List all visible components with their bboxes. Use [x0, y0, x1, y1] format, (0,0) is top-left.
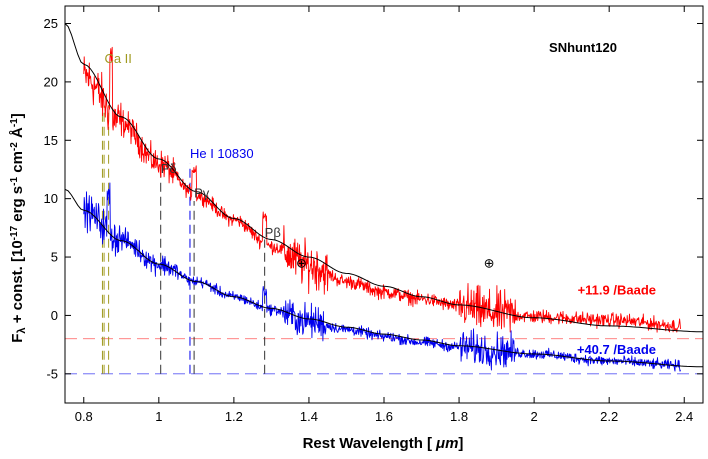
line-marker-label-6: Pγ	[194, 185, 210, 200]
line-marker-label-5: He I 10830	[190, 146, 254, 161]
y-tick-label-7: 25	[44, 16, 58, 31]
spectra	[83, 46, 681, 372]
series-label-1: +11.9 /Baade	[578, 282, 656, 297]
x-axis-title-unit: μm	[435, 435, 458, 452]
x-axis-ticks: 0.8 1 1.2 1.4 1.6 1.8 2 2.2 2.4	[75, 6, 693, 424]
x-tick-label-2: 1	[155, 409, 162, 424]
zero-levels	[65, 338, 703, 375]
x-tick-label-3: 1.2	[225, 409, 243, 424]
x-tick-label-9: 2.4	[675, 409, 693, 424]
y-tick-label-2: 0	[51, 308, 58, 323]
annotations: SNhunt120 Ca II Pδ He I 10830 Pγ Pβ ⊕ ⊕ +11.9 /B…	[104, 40, 656, 357]
x-axis-title-main: Rest Wavelength [	[303, 435, 432, 452]
telluric-symbol-1: ⊕	[296, 256, 307, 271]
x-tick-label-7: 2	[531, 409, 538, 424]
telluric-symbol-2: ⊕	[484, 256, 495, 271]
y-axis-title-end: ]	[9, 113, 26, 118]
line-marker-label-7: Pβ	[265, 225, 281, 240]
y-axis-title-sub: λ	[16, 327, 28, 333]
y-axis-ticks: -5 0 5 10 15 20 25	[44, 16, 703, 381]
x-tick-label-5: 1.6	[375, 409, 393, 424]
spectrum-series-1	[83, 46, 681, 333]
y-tick-label-5: 15	[44, 133, 58, 148]
line-marker-label-1: Ca II	[104, 51, 131, 66]
y-axis-title-exp2: -1	[9, 177, 20, 186]
y-axis-title-exp1: -17	[9, 225, 20, 240]
chart-title: SNhunt120	[549, 40, 617, 55]
model-fit-2	[64, 188, 703, 368]
y-axis-title-rest: + const. [10	[9, 240, 26, 327]
y-axis-title: Fλ + const. [10-17 erg s-1 cm-2 Å-1]	[9, 113, 29, 342]
y-tick-label-6: 20	[44, 74, 58, 89]
model-fit-1	[64, 23, 703, 333]
y-tick-label-3: 5	[51, 250, 58, 265]
y-axis-title-main: F	[9, 334, 26, 343]
x-tick-label-1: 0.8	[75, 409, 93, 424]
x-tick-label-6: 1.8	[450, 409, 468, 424]
y-axis-title-mid: erg s	[9, 186, 26, 226]
x-axis-title-end: ]	[458, 435, 463, 452]
y-axis-title-exp3: -2	[9, 142, 20, 151]
line-marker-label-4: Pδ	[161, 161, 177, 176]
x-tick-label-8: 2.2	[600, 409, 618, 424]
x-tick-label-4: 1.4	[300, 409, 318, 424]
series-label-2: +40.7 /Baade	[577, 342, 656, 357]
y-tick-label-1: -5	[46, 366, 58, 381]
model-fits	[64, 23, 703, 368]
spectrum-series-2	[83, 182, 681, 372]
y-axis-title-mid2: cm	[9, 151, 26, 177]
y-axis-title-mid3: Å	[9, 127, 26, 142]
x-axis-title: Rest Wavelength [μm]	[303, 435, 464, 452]
y-tick-label-4: 10	[44, 191, 58, 206]
y-axis-title-exp4: -1	[9, 118, 20, 127]
